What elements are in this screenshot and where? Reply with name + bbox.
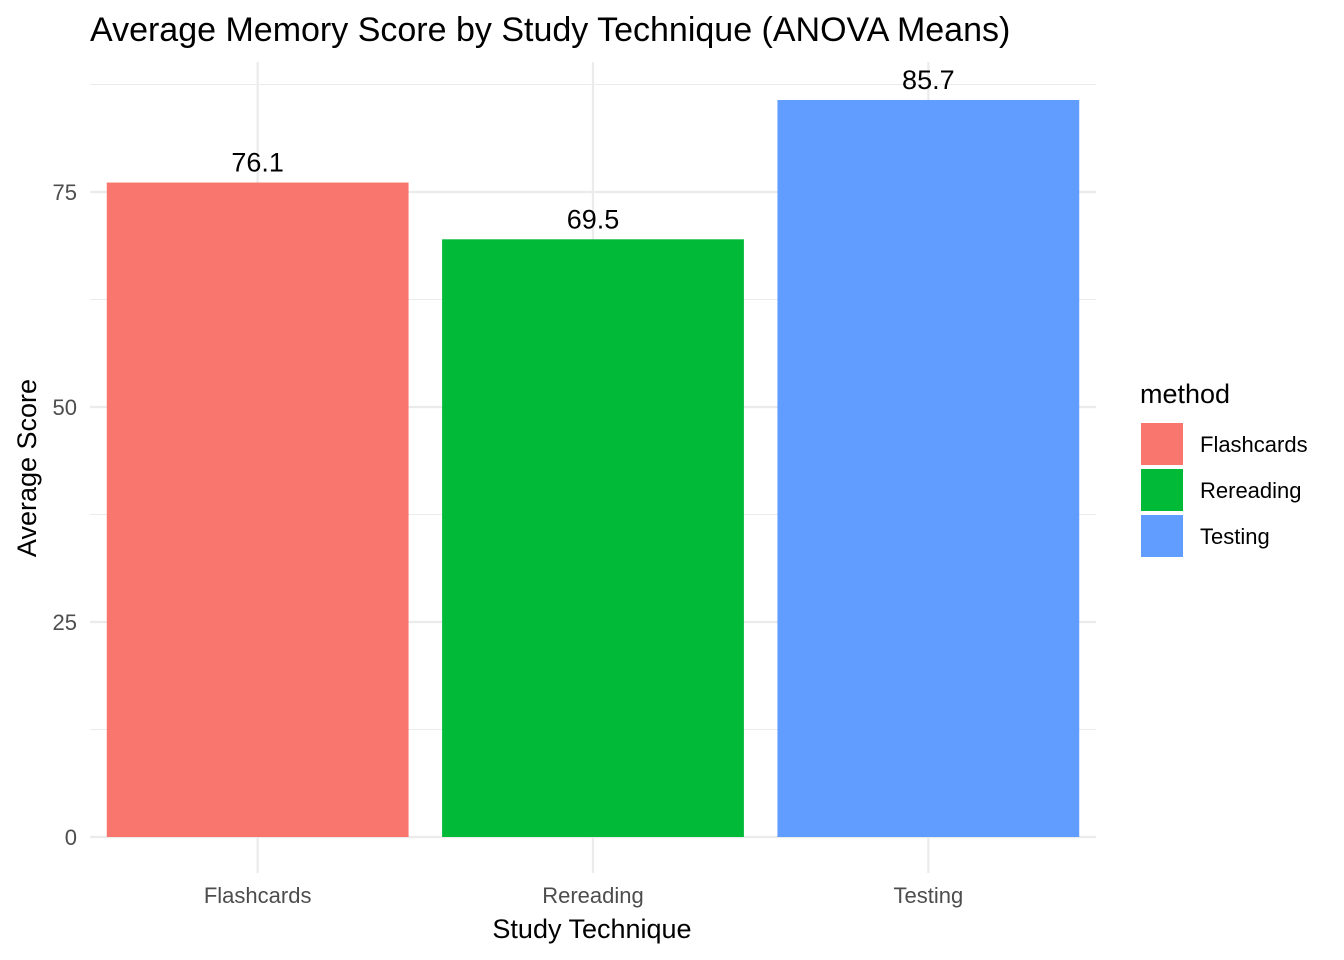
- bar-layer: [106, 99, 1080, 838]
- data-label-testing: 85.7: [902, 65, 955, 95]
- y-axis-title: Average Score: [12, 379, 42, 557]
- bar-rereading: [442, 239, 744, 838]
- legend-title: method: [1140, 379, 1230, 409]
- legend-key: [1141, 515, 1183, 557]
- axis-layer: 0 25 50 75 Flashcards Rereading Testing: [53, 180, 964, 908]
- bar-testing: [777, 99, 1080, 838]
- y-tick-label: 75: [53, 180, 77, 205]
- chart-title: Average Memory Score by Study Technique …: [90, 11, 1010, 49]
- bar-flashcards: [106, 182, 409, 838]
- legend: method Flashcards Rereading Testing: [1140, 379, 1308, 557]
- data-label-layer: 76.1 69.5 85.7: [231, 65, 954, 234]
- legend-label: Testing: [1200, 524, 1270, 549]
- x-axis-title: Study Technique: [492, 914, 691, 944]
- data-label-rereading: 69.5: [567, 204, 620, 234]
- legend-label: Rereading: [1200, 478, 1302, 503]
- y-tick-label: 0: [65, 825, 77, 850]
- data-label-flashcards: 76.1: [231, 148, 284, 178]
- legend-key: [1141, 469, 1183, 511]
- y-tick-label: 25: [53, 610, 77, 635]
- legend-label: Flashcards: [1200, 432, 1308, 457]
- legend-key: [1141, 423, 1183, 465]
- x-tick-label: Rereading: [542, 883, 644, 908]
- x-tick-label: Testing: [893, 883, 963, 908]
- x-tick-label: Flashcards: [204, 883, 312, 908]
- y-tick-label: 50: [53, 395, 77, 420]
